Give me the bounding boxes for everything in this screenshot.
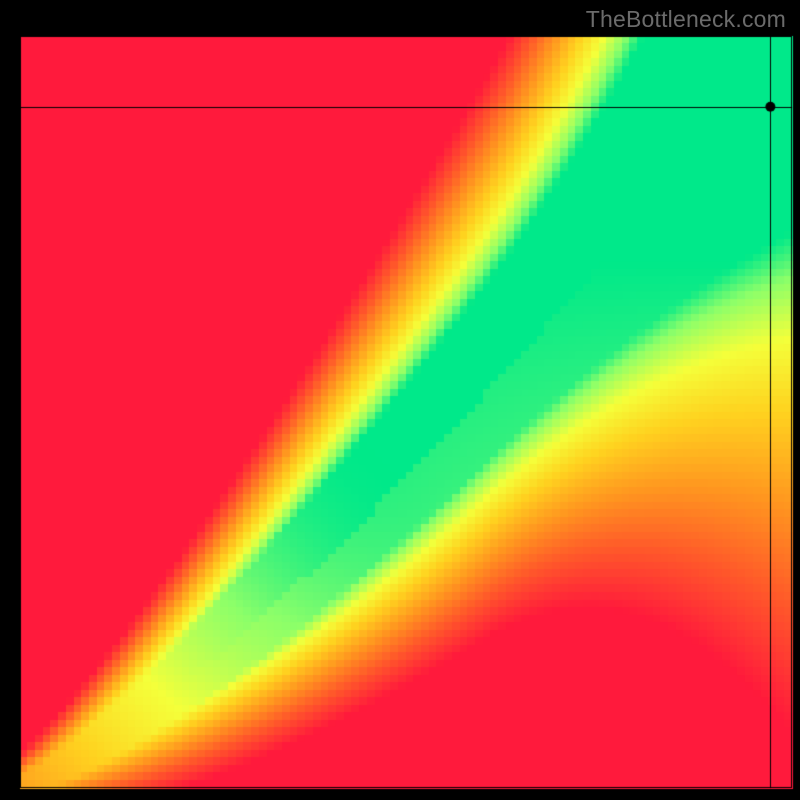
crosshair-overlay	[0, 0, 800, 800]
watermark-text: TheBottleneck.com	[586, 6, 786, 33]
chart-container: TheBottleneck.com	[0, 0, 800, 800]
